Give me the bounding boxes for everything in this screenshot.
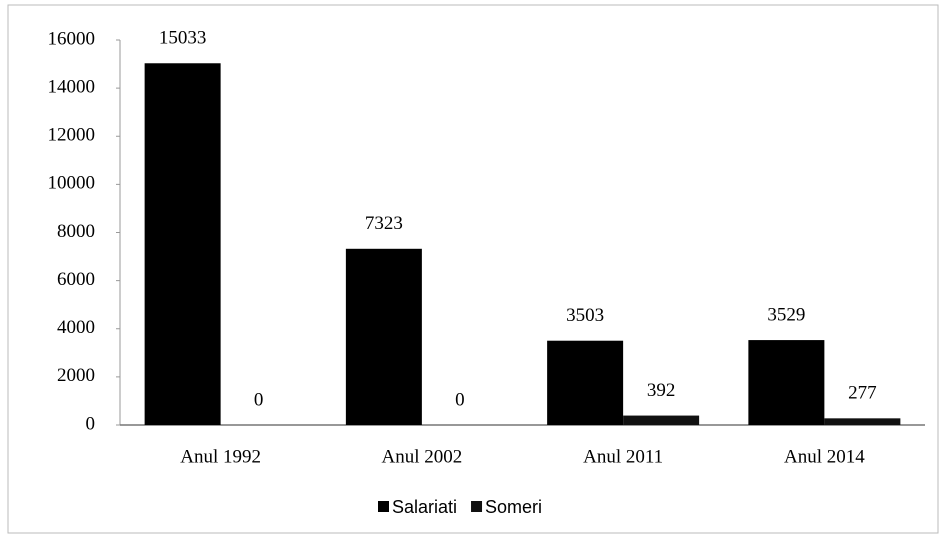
data-label: 277 [848,383,877,404]
x-tick-label: Anul 1992 [180,446,261,467]
bar [345,248,422,425]
y-tick-label: 8000 [57,221,95,242]
legend-label: Someri [485,497,542,517]
data-label: 15033 [159,28,207,49]
data-label: 3503 [566,305,604,326]
y-tick-label: 12000 [48,125,96,146]
x-tick-label: Anul 2011 [583,446,663,467]
bar [144,63,221,426]
legend-swatch [378,501,389,512]
data-label: 7323 [365,213,403,234]
x-tick-label: Anul 2002 [382,446,463,467]
bar [547,340,624,425]
y-tick-label: 0 [86,413,96,434]
data-label: 0 [254,389,264,410]
legend-swatch [471,501,483,512]
chart-frame [7,4,939,534]
data-label: 392 [647,380,676,401]
x-tick-label: Anul 2014 [784,446,865,467]
bar [824,418,901,425]
y-tick-label: 14000 [48,76,96,97]
y-tick-label: 10000 [48,173,96,194]
legend-label: Salariati [392,497,457,517]
y-tick-label: 4000 [57,317,95,338]
y-tick-label: 16000 [48,28,96,49]
data-label: 3529 [767,304,805,325]
y-tick-label: 2000 [57,365,95,386]
bar [748,340,825,425]
y-tick-label: 6000 [57,269,95,290]
bar [623,415,700,425]
data-label: 0 [455,389,465,410]
